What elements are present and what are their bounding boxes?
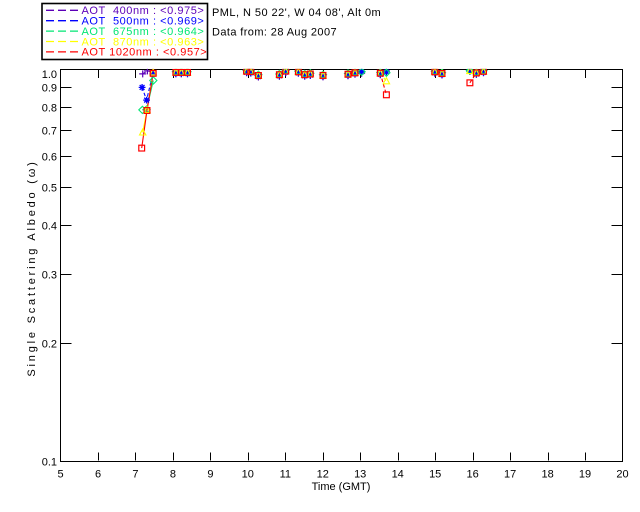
svg-text:AOT 675nm : <0.964>: AOT 675nm : <0.964> — [82, 26, 205, 38]
svg-text:8: 8 — [170, 469, 176, 481]
svg-text:Single Scattering Albedo (ω): Single Scattering Albedo (ω) — [26, 159, 38, 376]
svg-text:16: 16 — [466, 469, 478, 481]
svg-text:0.9: 0.9 — [42, 83, 57, 95]
svg-text:0.6: 0.6 — [42, 152, 57, 164]
svg-text:13: 13 — [354, 469, 366, 481]
svg-text:PML, N 50 22', W 04 08', Alt 0: PML, N 50 22', W 04 08', Alt 0m — [212, 7, 381, 19]
svg-text:15: 15 — [429, 469, 441, 481]
svg-text:AOT 870nm : <0.963>: AOT 870nm : <0.963> — [82, 36, 205, 48]
svg-text:14: 14 — [392, 469, 404, 481]
svg-text:20: 20 — [616, 469, 628, 481]
svg-text:AOT 500nm : <0.969>: AOT 500nm : <0.969> — [82, 16, 205, 28]
svg-text:17: 17 — [504, 469, 516, 481]
svg-text:7: 7 — [132, 469, 138, 481]
svg-text:0.5: 0.5 — [42, 183, 57, 195]
svg-text:1.0: 1.0 — [42, 69, 57, 81]
svg-text:0.7: 0.7 — [42, 125, 57, 137]
svg-text:5: 5 — [57, 469, 63, 481]
svg-text:18: 18 — [541, 469, 553, 481]
svg-text:12: 12 — [317, 469, 329, 481]
svg-text:6: 6 — [95, 469, 101, 481]
svg-text:0.8: 0.8 — [42, 103, 57, 115]
svg-text:Data from: 28 Aug 2007: Data from: 28 Aug 2007 — [212, 27, 337, 39]
svg-text:0.4: 0.4 — [42, 221, 57, 233]
svg-text:9: 9 — [207, 469, 213, 481]
svg-text:AOT 1020nm : <0.957>: AOT 1020nm : <0.957> — [82, 47, 208, 59]
svg-text:0.1: 0.1 — [42, 457, 57, 469]
svg-text:10: 10 — [242, 469, 254, 481]
svg-text:11: 11 — [280, 469, 291, 481]
svg-text:0.3: 0.3 — [42, 270, 57, 282]
svg-text:0.2: 0.2 — [42, 339, 57, 351]
svg-text:19: 19 — [579, 469, 591, 481]
svg-text:AOT 400nm : <0.975>: AOT 400nm : <0.975> — [82, 5, 205, 17]
svg-text:Time (GMT): Time (GMT) — [312, 481, 371, 493]
